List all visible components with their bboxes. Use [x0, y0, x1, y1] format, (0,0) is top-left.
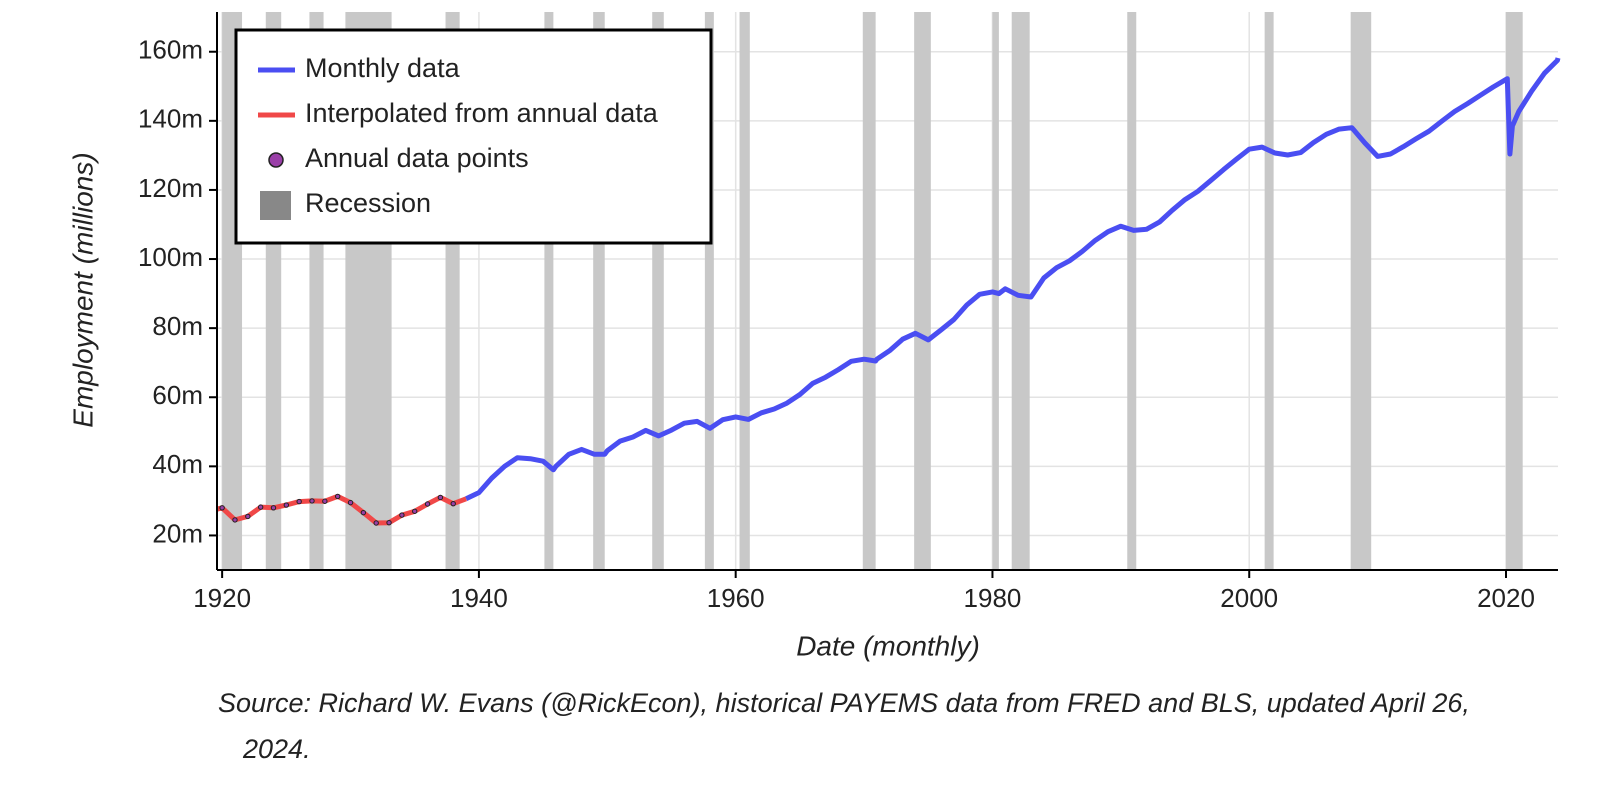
- y-tick-label: 160m: [138, 35, 203, 65]
- data-point: [270, 505, 277, 511]
- data-point: [245, 513, 251, 520]
- plot-area: 20m 40m 60m 80m 100m 120m 140m 160m 1920 1940 1960…: [138, 12, 1561, 613]
- chart: 20m 40m 60m 80m 100m 120m 140m 160m 1920 1940 1960…: [67, 12, 1561, 661]
- recession-band: [914, 12, 931, 570]
- legend-box: [234, 28, 713, 245]
- recession-band: [1264, 12, 1274, 570]
- data-point: [232, 517, 238, 523]
- data-point: [257, 504, 264, 510]
- x-axis-label: Date (monthly): [796, 630, 980, 661]
- data-point: [386, 519, 392, 526]
- series-line: [216, 493, 467, 526]
- legend-label: Monthly data: [305, 53, 461, 83]
- data-point: [373, 520, 379, 526]
- data-point: [399, 512, 405, 518]
- y-tick-label: 80m: [152, 311, 203, 341]
- data-point: [322, 498, 328, 504]
- recession-band: [593, 12, 605, 570]
- data-point: [424, 501, 431, 507]
- data-point: [450, 500, 456, 507]
- data-point: [334, 493, 341, 500]
- data-point: [360, 509, 367, 516]
- y-tick-label: 120m: [138, 173, 203, 203]
- y-axis-label: Employment (millions): [67, 152, 98, 427]
- recession-band: [544, 12, 554, 570]
- x-tick-label: 2000: [1220, 583, 1278, 613]
- recession-band: [862, 12, 876, 570]
- legend-label: Interpolated from annual data: [305, 98, 659, 128]
- y-tick-label: 100m: [138, 242, 203, 272]
- data-point: [296, 498, 302, 505]
- x-tick-label: 1980: [964, 583, 1022, 613]
- y-tick-label: 40m: [152, 449, 203, 479]
- recession-band: [1350, 12, 1372, 570]
- legend-label: Recession: [305, 188, 431, 218]
- x-tick-label: 2020: [1477, 583, 1535, 613]
- data-point: [412, 508, 418, 514]
- source-note: Source: Richard W. Evans (@RickEcon), hi…: [218, 688, 1470, 764]
- x-tick-label: 1960: [707, 583, 765, 613]
- recession-band: [1011, 12, 1030, 570]
- data-point: [347, 499, 354, 506]
- recession-band: [1127, 12, 1137, 570]
- recession-band: [739, 12, 750, 570]
- legend-swatch: [268, 152, 284, 168]
- data-point: [437, 494, 444, 501]
- recession-band: [652, 12, 664, 570]
- legend-swatch: [260, 191, 291, 220]
- y-tick-label: 60m: [152, 380, 203, 410]
- x-tick-label: 1940: [450, 583, 508, 613]
- data-point: [283, 502, 290, 508]
- y-tick-label: 140m: [138, 104, 203, 134]
- y-tick-label: 20m: [152, 518, 203, 548]
- recession-band: [704, 12, 714, 570]
- series-line: [465, 57, 1561, 502]
- data-point: [219, 505, 225, 511]
- legend-label: Annual data points: [305, 143, 529, 173]
- x-tick-label: 1920: [193, 583, 251, 613]
- legend: Monthly data Interpolated from annual da…: [234, 28, 713, 245]
- data-point: [309, 498, 315, 504]
